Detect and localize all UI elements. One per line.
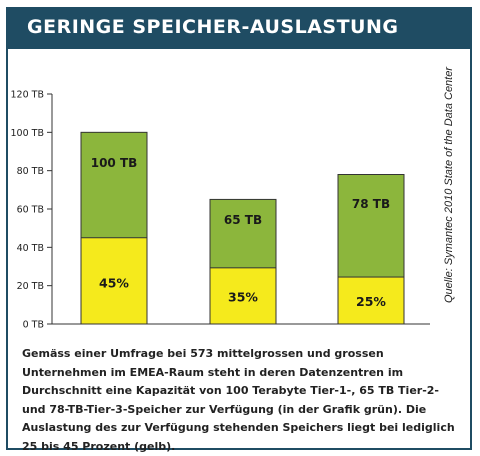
usage-value-label: 35% xyxy=(228,290,258,305)
header-bar: GERINGE SPEICHER-AUSLASTUNG xyxy=(8,9,470,49)
y-tick-label: 80 TB xyxy=(17,166,44,177)
source-text: Quelle: Symantec 2010 State of the Data … xyxy=(443,66,455,304)
y-tick-label: 120 TB xyxy=(11,90,44,101)
y-tick-label: 100 TB xyxy=(11,128,44,139)
chart-title: GERINGE SPEICHER-AUSLASTUNG xyxy=(27,16,399,38)
y-tick-label: 0 TB xyxy=(23,320,44,331)
usage-bar xyxy=(80,237,148,325)
usage-bar xyxy=(209,267,277,325)
caption-text: Gemäss einer Umfrage bei 573 mittelgross… xyxy=(22,347,455,453)
y-tick-label: 40 TB xyxy=(17,243,44,254)
capacity-value-label: 78 TB xyxy=(352,197,390,211)
usage-bar xyxy=(337,276,405,325)
usage-value-label: 25% xyxy=(356,294,386,309)
capacity-value-label: 65 TB xyxy=(224,213,262,227)
y-tick-label: 60 TB xyxy=(17,205,44,216)
capacity-value-label: 100 TB xyxy=(91,156,138,170)
usage-value-label: 45% xyxy=(99,275,129,290)
y-tick-label: 20 TB xyxy=(17,281,44,292)
